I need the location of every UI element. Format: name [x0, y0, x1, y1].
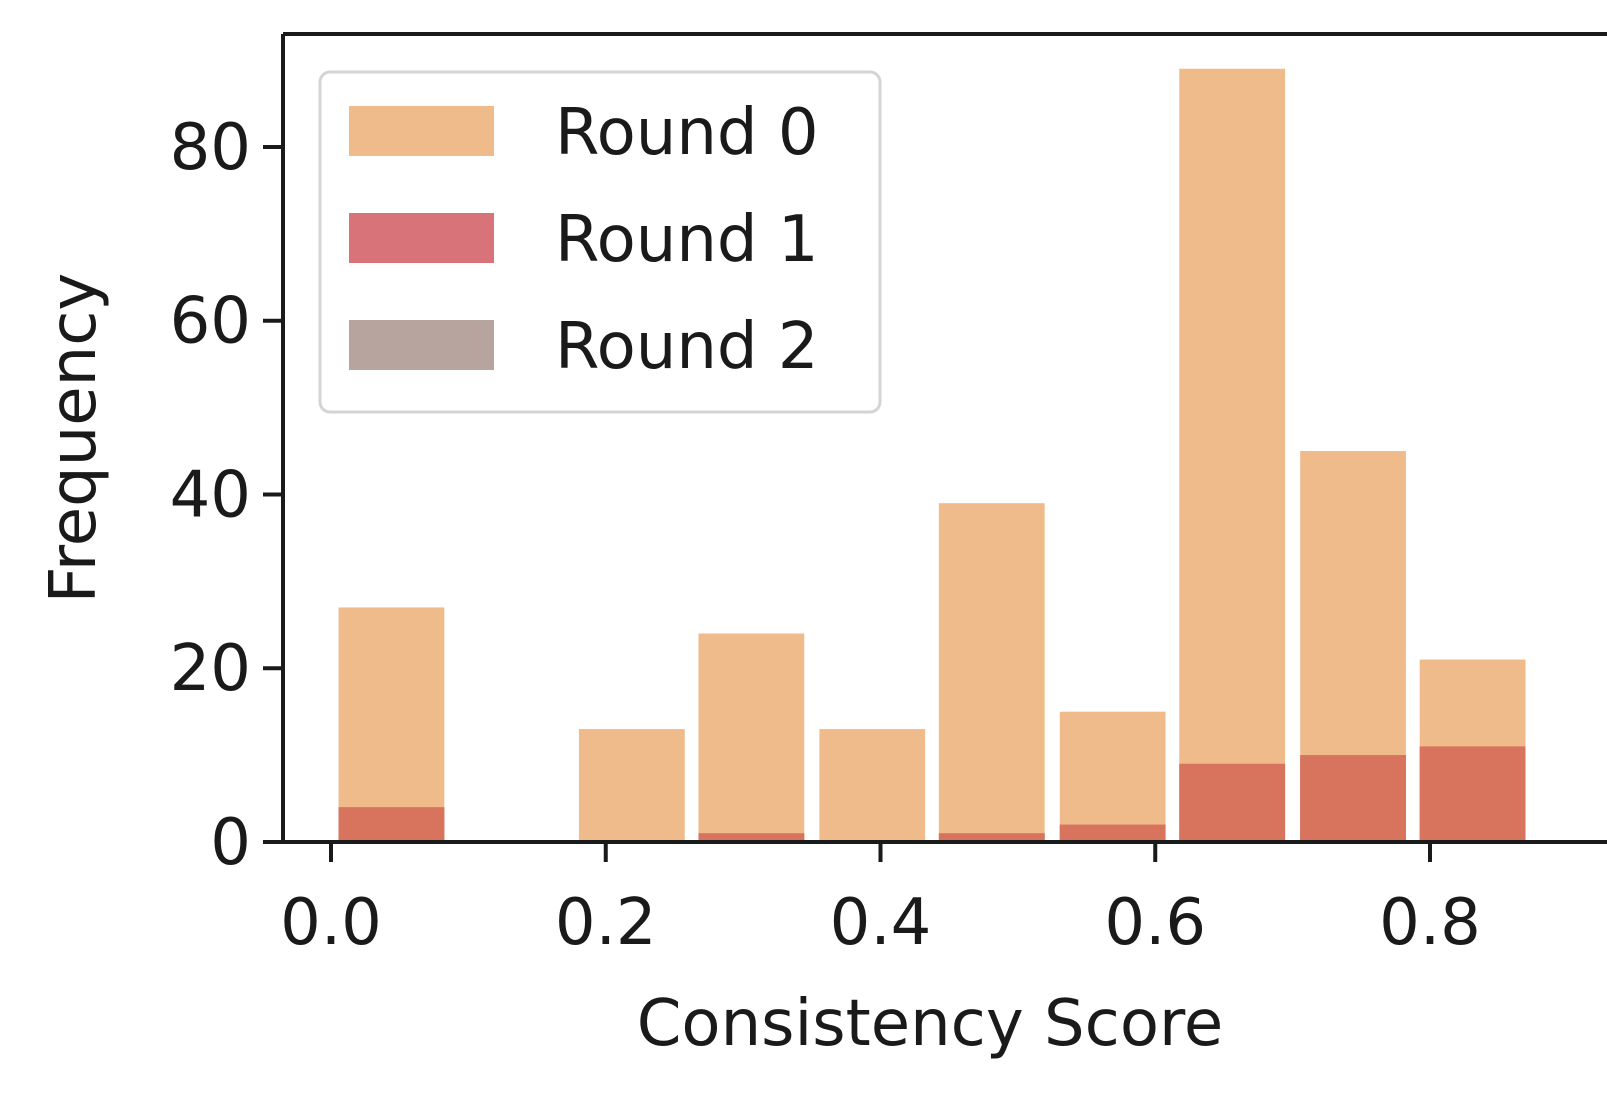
y-tick-label: 60 — [170, 285, 251, 359]
bar-round-0-2 — [698, 633, 805, 842]
legend-label-round-2: Round 2 — [555, 310, 819, 384]
bar-overlap-8 — [1419, 746, 1526, 842]
x-tick-label: 0.2 — [555, 886, 657, 960]
overlap-group — [338, 746, 1526, 842]
y-tick-label: 20 — [170, 632, 251, 706]
legend-label-round-1: Round 1 — [555, 203, 819, 277]
bar-round-0-6 — [1179, 68, 1286, 842]
bar-round-0-3 — [819, 729, 926, 842]
y-axis-label: Frequency — [37, 273, 111, 604]
x-tick-label: 0.4 — [830, 886, 932, 960]
legend-label-round-0: Round 0 — [555, 96, 819, 170]
x-ticks: 0.0 0.2 0.4 0.6 0.8 — [280, 842, 1481, 960]
bar-round-0-5 — [1059, 711, 1166, 842]
x-axis-label: Consistency Score — [637, 987, 1224, 1061]
bar-overlap-5 — [1059, 824, 1166, 842]
x-tick-label: 0.6 — [1104, 886, 1206, 960]
legend-swatch-round-1 — [349, 213, 494, 263]
bar-overlap-6 — [1179, 763, 1286, 842]
bar-overlap-2 — [698, 833, 805, 842]
bar-overlap-0 — [338, 807, 445, 842]
y-tick-label: 40 — [170, 458, 251, 532]
bar-round-0-4 — [938, 503, 1045, 842]
x-tick-label: 0.8 — [1379, 886, 1481, 960]
x-tick-label: 0.0 — [280, 886, 382, 960]
legend: Round 0 Round 1 Round 2 — [318, 70, 882, 414]
y-tick-label: 80 — [170, 111, 251, 185]
legend-swatch-round-0 — [349, 106, 494, 156]
bar-round-0-0 — [338, 607, 445, 842]
bar-overlap-4 — [938, 833, 1045, 842]
y-ticks: 0 20 40 60 80 — [170, 111, 283, 880]
bar-round-0-1 — [578, 729, 685, 842]
y-tick-label: 0 — [210, 806, 251, 880]
legend-swatch-round-2 — [349, 320, 494, 370]
bar-overlap-7 — [1300, 755, 1406, 842]
